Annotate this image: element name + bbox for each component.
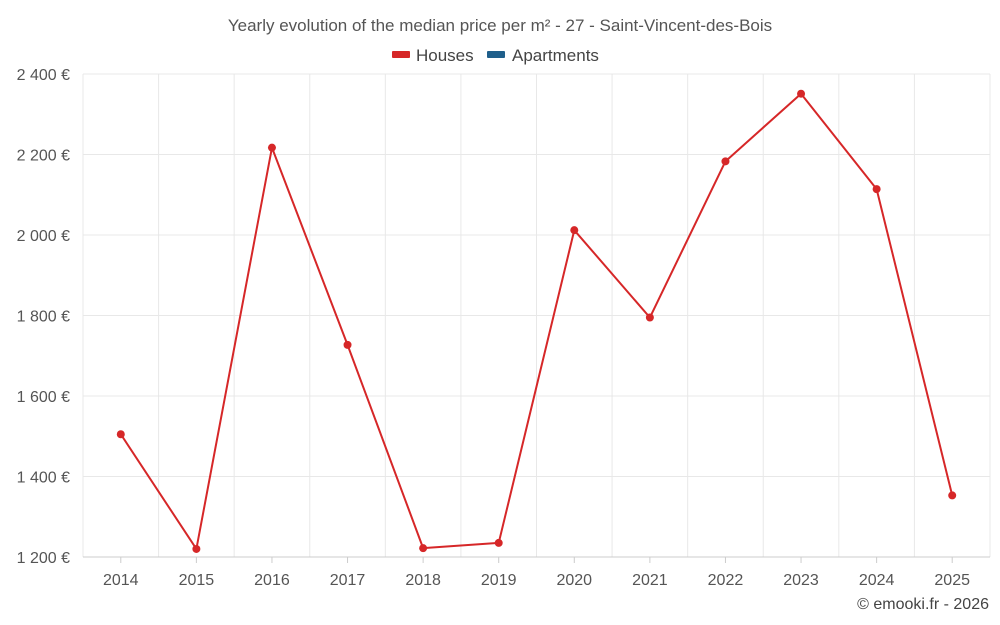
data-point-houses-2017[interactable] [343, 340, 352, 349]
data-point-houses-2025[interactable] [948, 491, 957, 500]
y-tick-label: 1 400 € [17, 470, 70, 487]
x-tick-label: 2014 [103, 572, 139, 589]
data-point-houses-2021[interactable] [645, 313, 654, 322]
legend-label-houses: Houses [416, 46, 474, 65]
legend-item-houses[interactable]: Houses [392, 46, 474, 65]
credit-text: © emooki.fr - 2026 [857, 596, 989, 613]
legend-label-apartments: Apartments [512, 46, 599, 65]
x-tick-label: 2018 [405, 572, 441, 589]
x-tick-label: 2023 [783, 572, 819, 589]
legend-item-apartments[interactable]: Apartments [487, 46, 599, 65]
x-tick-label: 2016 [254, 572, 290, 589]
x-tick-label: 2015 [179, 572, 215, 589]
y-tick-label: 1 200 € [17, 550, 70, 567]
data-point-houses-2022[interactable] [721, 157, 730, 166]
legend-swatch-apartments [487, 51, 505, 58]
data-point-houses-2020[interactable] [570, 226, 579, 235]
y-tick-label: 2 000 € [17, 228, 70, 245]
chart-title: Yearly evolution of the median price per… [228, 16, 772, 35]
series-houses [116, 89, 957, 553]
data-point-houses-2014[interactable] [116, 430, 125, 439]
x-axis: 2014 2015 2016 2017 2018 2019 2020 2021 2022 2023… [83, 556, 990, 589]
data-point-houses-2019[interactable] [494, 538, 503, 547]
x-tick-label: 2021 [632, 572, 668, 589]
x-tick-label: 2020 [556, 572, 592, 589]
x-tick-label: 2019 [481, 572, 517, 589]
grid [82, 73, 991, 557]
y-axis: 1 200 € 1 400 € 1 600 € 1 800 € 2 000 € 2 200… [17, 67, 70, 567]
data-point-houses-2016[interactable] [267, 143, 276, 152]
data-point-houses-2018[interactable] [419, 544, 428, 553]
data-point-houses-2015[interactable] [192, 544, 201, 553]
data-point-houses-2023[interactable] [797, 89, 806, 98]
legend-swatch-houses [392, 51, 410, 58]
x-tick-label: 2017 [330, 572, 366, 589]
y-tick-label: 1 800 € [17, 309, 70, 326]
legend: Houses Apartments [392, 46, 599, 65]
data-point-houses-2024[interactable] [872, 185, 881, 194]
x-tick-label: 2024 [859, 572, 895, 589]
x-tick-label: 2022 [708, 572, 744, 589]
y-tick-label: 2 200 € [17, 148, 70, 165]
series-line-houses [119, 92, 954, 550]
x-tick-label: 2025 [934, 572, 970, 589]
y-tick-label: 2 400 € [17, 67, 70, 84]
y-tick-label: 1 600 € [17, 389, 70, 406]
